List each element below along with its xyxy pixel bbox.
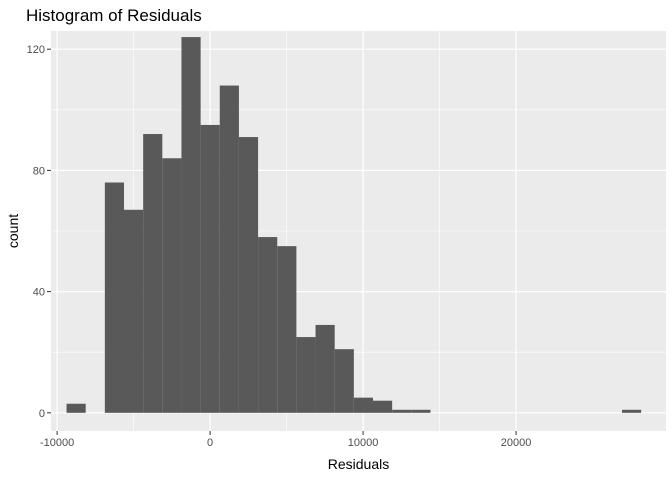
y-axis: 0 40 80 120 bbox=[27, 44, 51, 420]
histogram-bar bbox=[277, 246, 297, 413]
histogram-bar bbox=[296, 337, 316, 413]
histogram-bars bbox=[66, 37, 642, 413]
histogram-bar bbox=[200, 124, 220, 413]
histogram-bar bbox=[392, 409, 412, 413]
histogram-bar bbox=[104, 182, 125, 413]
histogram-bar bbox=[258, 237, 278, 413]
x-tick-label: 10000 bbox=[348, 437, 379, 449]
y-axis-title: count bbox=[5, 214, 21, 248]
histogram-bar bbox=[373, 400, 393, 413]
y-tick-label: 0 bbox=[39, 408, 45, 420]
y-tick-label: 120 bbox=[27, 44, 45, 56]
y-tick-label: 40 bbox=[33, 287, 45, 299]
histogram-bar bbox=[124, 209, 144, 413]
x-tick-label: 20000 bbox=[501, 437, 532, 449]
x-axis-title: Residuals bbox=[328, 456, 389, 472]
histogram-bar bbox=[143, 134, 163, 413]
x-tick-label: -10000 bbox=[40, 437, 74, 449]
histogram-bar bbox=[181, 37, 201, 413]
histogram-bar bbox=[315, 324, 335, 413]
histogram-bar bbox=[334, 349, 354, 413]
histogram-bar bbox=[411, 409, 431, 413]
histogram-bar bbox=[219, 85, 239, 413]
histogram-bar bbox=[622, 409, 642, 413]
histogram-bar bbox=[66, 403, 86, 413]
histogram-bar bbox=[353, 397, 374, 413]
y-tick-label: 80 bbox=[33, 165, 45, 177]
x-axis: -10000 0 10000 20000 bbox=[40, 431, 531, 449]
histogram-bar bbox=[238, 137, 259, 413]
chart-title: Histogram of Residuals bbox=[26, 6, 202, 25]
x-tick-label: 0 bbox=[207, 437, 213, 449]
histogram-bar bbox=[162, 158, 182, 413]
